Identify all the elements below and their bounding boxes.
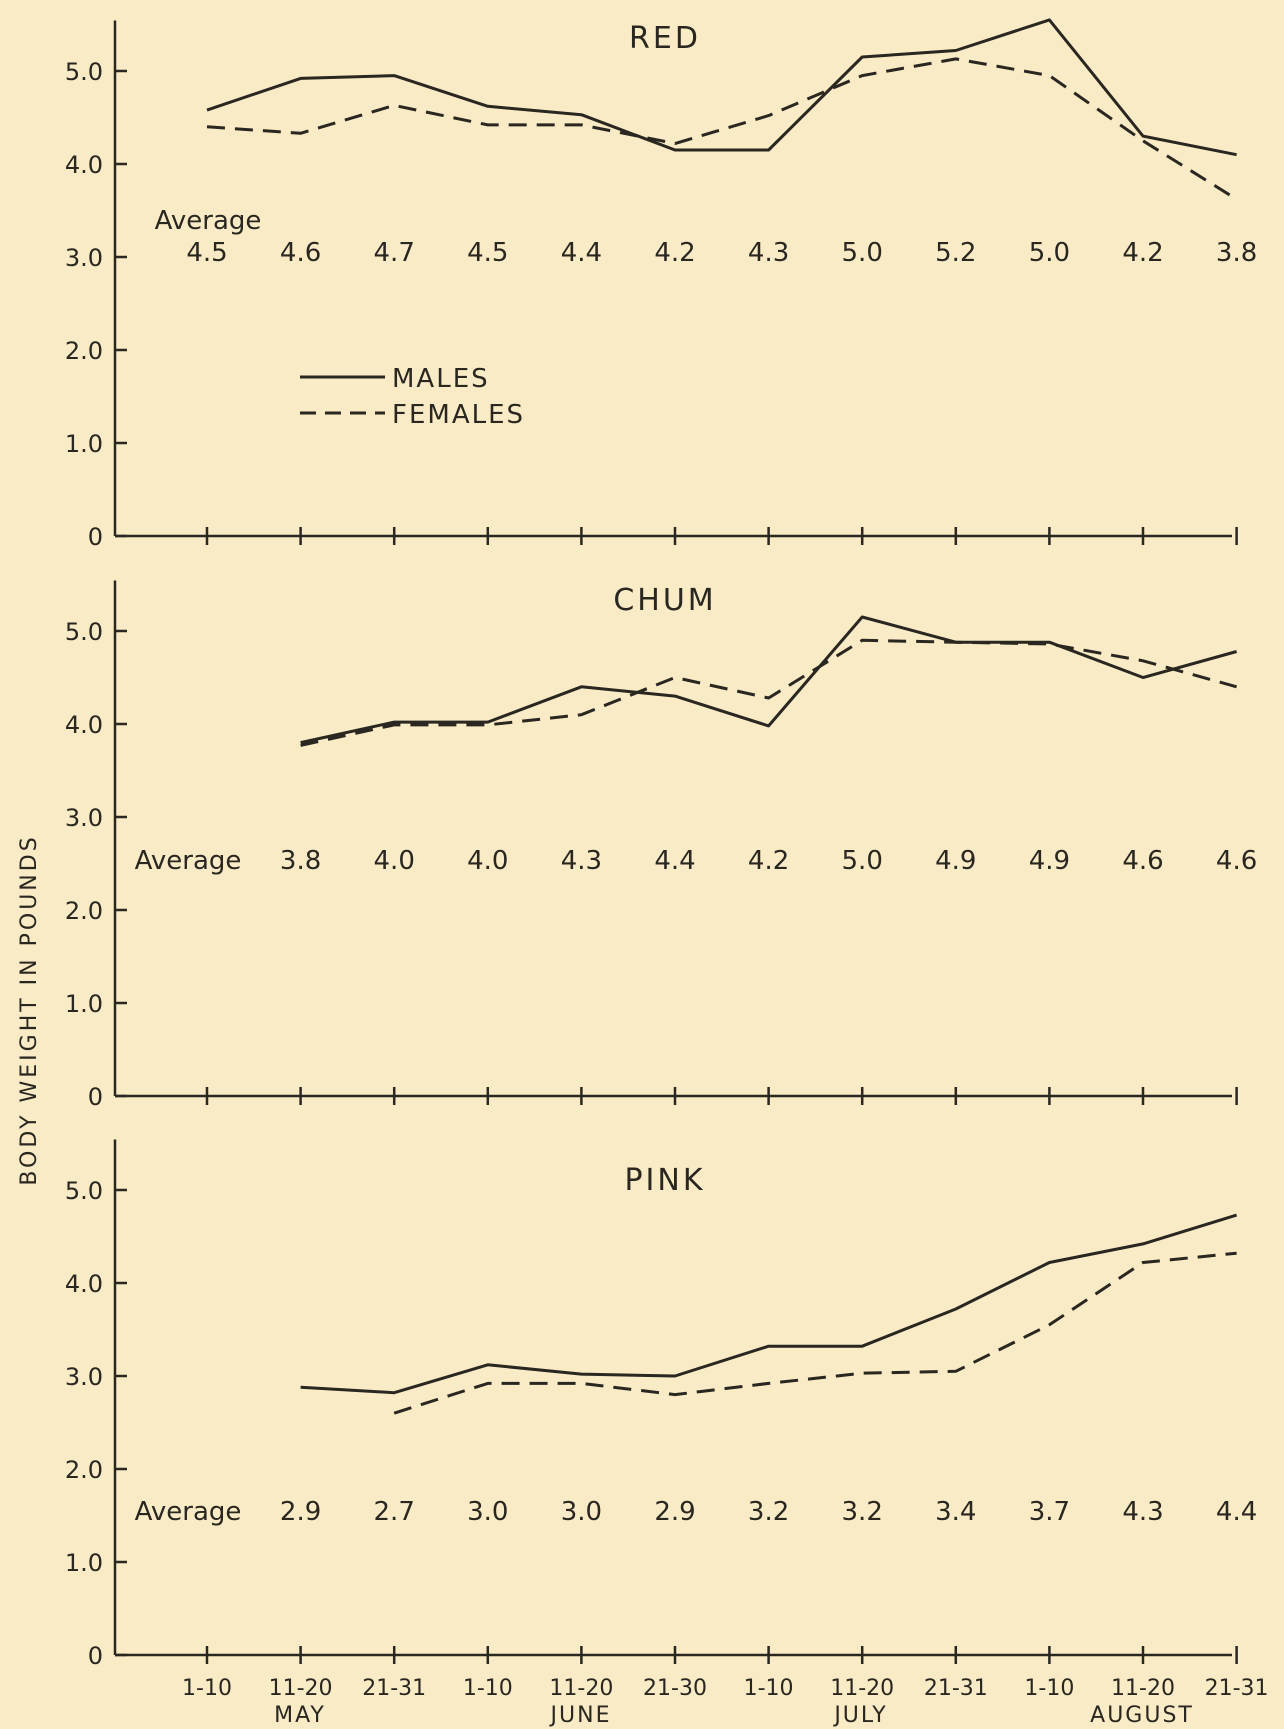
red-y-tick-label: 5.0 <box>65 58 103 86</box>
pink-average-value: 2.9 <box>280 1497 321 1527</box>
x-tick-label: 11-20 <box>830 1676 894 1701</box>
x-tick-label: 1-10 <box>182 1676 232 1701</box>
x-tick-label: 21-30 <box>643 1676 707 1701</box>
red-average-value: 4.4 <box>561 238 602 268</box>
month-label-may: MAY <box>274 1703 326 1728</box>
chum-panel-title: CHUM <box>613 583 716 618</box>
chum-y-tick-label: 1.0 <box>65 990 103 1018</box>
red-y-tick-label: 3.0 <box>65 244 103 272</box>
x-tick-label: 21-31 <box>924 1676 988 1701</box>
chum-females-line <box>300 638 1238 747</box>
legend-males-label: MALES <box>392 364 490 394</box>
pink-average-value: 3.2 <box>842 1497 883 1527</box>
red-average-value: 5.0 <box>1029 238 1070 268</box>
chum-average-value: 3.8 <box>280 846 321 876</box>
pink-average-value: 3.7 <box>1029 1497 1070 1527</box>
red-average-value: 5.2 <box>935 238 976 268</box>
pink-average-label: Average <box>135 1497 242 1527</box>
pink-average-value: 4.4 <box>1216 1497 1257 1527</box>
pink-y-tick-label: 0 <box>88 1642 103 1670</box>
red-average-value: 4.5 <box>186 238 227 268</box>
x-tick-label: 11-20 <box>549 1676 613 1701</box>
pink-average-value: 2.7 <box>374 1497 415 1527</box>
x-tick-label: 11-20 <box>1111 1676 1175 1701</box>
red-males-line <box>206 18 1237 157</box>
pink-males-line <box>300 1213 1238 1395</box>
chum-y-tick-label: 4.0 <box>65 711 103 739</box>
pink-y-tick-label: 5.0 <box>65 1177 103 1205</box>
pink-y-tick-label: 3.0 <box>65 1363 103 1391</box>
red-average-value: 3.8 <box>1216 238 1257 268</box>
legend-females-label: FEMALES <box>392 400 525 430</box>
x-tick-label: 11-20 <box>269 1676 333 1701</box>
month-label-august: AUGUST <box>1090 1703 1194 1728</box>
red-average-value: 4.2 <box>1122 238 1163 268</box>
red-average-label: Average <box>155 206 262 236</box>
chum-average-value: 4.9 <box>935 846 976 876</box>
chum-average-label: Average <box>135 846 242 876</box>
pink-y-tick-label: 1.0 <box>65 1549 103 1577</box>
legend: MALES FEMALES <box>300 364 525 430</box>
chum-average-value: 4.9 <box>1029 846 1070 876</box>
red-average-value: 4.5 <box>467 238 508 268</box>
red-y-tick-label: 4.0 <box>65 151 103 179</box>
chum-average-value: 4.0 <box>467 846 508 876</box>
chum-males-line <box>300 615 1238 745</box>
chum-average-value: 4.0 <box>374 846 415 876</box>
red-panel-title: RED <box>629 21 701 56</box>
x-tick-label: 21-31 <box>362 1676 426 1701</box>
red-y-tick-label: 1.0 <box>65 430 103 458</box>
x-tick-label: 1-10 <box>744 1676 794 1701</box>
x-tick-label: 1-10 <box>463 1676 513 1701</box>
red-average-value: 4.2 <box>654 238 695 268</box>
chum-y-tick-label: 3.0 <box>65 804 103 832</box>
chum-y-tick-label: 0 <box>88 1083 103 1111</box>
red-average-value: 4.3 <box>748 238 789 268</box>
red-average-value: 4.7 <box>374 238 415 268</box>
pink-average-value: 3.4 <box>935 1497 976 1527</box>
red-average-value: 4.6 <box>280 238 321 268</box>
month-label-june: JUNE <box>549 1703 612 1728</box>
x-tick-label: 1-10 <box>1024 1676 1074 1701</box>
pink-average-value: 2.9 <box>654 1497 695 1527</box>
chum-average-value: 4.2 <box>748 846 789 876</box>
red-average-value: 5.0 <box>842 238 883 268</box>
pink-y-tick-label: 2.0 <box>65 1456 103 1484</box>
pink-average-value: 3.0 <box>467 1497 508 1527</box>
pink-average-value: 4.3 <box>1122 1497 1163 1527</box>
y-axis-label: BODY WEIGHT IN POUNDS <box>17 834 42 1185</box>
pink-average-value: 3.2 <box>748 1497 789 1527</box>
chum-y-tick-label: 5.0 <box>65 618 103 646</box>
month-label-july: JULY <box>832 1703 887 1728</box>
x-tick-label: 21-31 <box>1205 1676 1269 1701</box>
red-females-line <box>206 57 1238 201</box>
chum-average-value: 4.3 <box>561 846 602 876</box>
red-y-tick-label: 0 <box>88 523 103 551</box>
pink-y-tick-label: 4.0 <box>65 1270 103 1298</box>
pink-females-line <box>393 1251 1237 1415</box>
pink-panel-title: PINK <box>624 1163 705 1198</box>
chum-average-value: 4.4 <box>654 846 695 876</box>
chum-y-tick-label: 2.0 <box>65 897 103 925</box>
pink-average-value: 3.0 <box>561 1497 602 1527</box>
chum-average-value: 5.0 <box>842 846 883 876</box>
chum-average-value: 4.6 <box>1216 846 1257 876</box>
red-y-tick-label: 2.0 <box>65 337 103 365</box>
chum-average-value: 4.6 <box>1122 846 1163 876</box>
